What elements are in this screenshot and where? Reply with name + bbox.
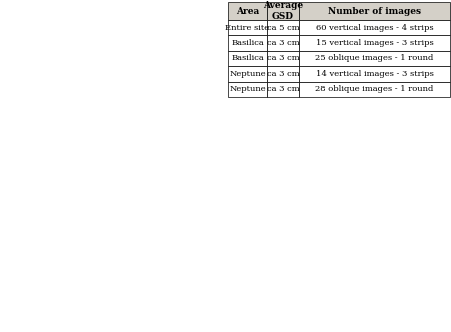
Bar — [299, 66, 449, 82]
Bar — [227, 36, 266, 51]
Bar — [299, 51, 449, 66]
Text: Neptune: Neptune — [229, 70, 265, 78]
Text: Area: Area — [235, 7, 258, 16]
Bar — [227, 66, 266, 82]
Text: Neptune: Neptune — [229, 85, 265, 93]
Bar — [299, 20, 449, 36]
Bar — [266, 2, 299, 20]
Text: ca 3 cm: ca 3 cm — [266, 39, 299, 47]
Bar — [266, 66, 299, 82]
Text: 15 vertical images - 3 strips: 15 vertical images - 3 strips — [315, 39, 433, 47]
Text: 25 oblique images - 1 round: 25 oblique images - 1 round — [315, 54, 433, 62]
Bar — [227, 2, 266, 20]
Text: 14 vertical images - 3 strips: 14 vertical images - 3 strips — [315, 70, 433, 78]
Text: 60 vertical images - 4 strips: 60 vertical images - 4 strips — [315, 24, 433, 32]
Bar — [227, 82, 266, 97]
Bar — [227, 51, 266, 66]
Bar — [299, 2, 449, 20]
Text: Number of images: Number of images — [327, 7, 420, 16]
Bar — [299, 36, 449, 51]
Bar — [266, 36, 299, 51]
Text: ca 5 cm: ca 5 cm — [266, 24, 299, 32]
Bar — [266, 51, 299, 66]
Text: Basilica: Basilica — [230, 39, 263, 47]
Text: ca 3 cm: ca 3 cm — [266, 54, 299, 62]
Text: ca 3 cm: ca 3 cm — [266, 70, 299, 78]
Text: Basilica: Basilica — [230, 54, 263, 62]
Text: ca 3 cm: ca 3 cm — [266, 85, 299, 93]
Text: Entire site: Entire site — [225, 24, 269, 32]
Bar — [266, 82, 299, 97]
Bar — [266, 20, 299, 36]
Text: Average
GSD: Average GSD — [262, 1, 302, 21]
Bar — [299, 82, 449, 97]
Text: 28 oblique images - 1 round: 28 oblique images - 1 round — [315, 85, 433, 93]
Bar — [227, 20, 266, 36]
